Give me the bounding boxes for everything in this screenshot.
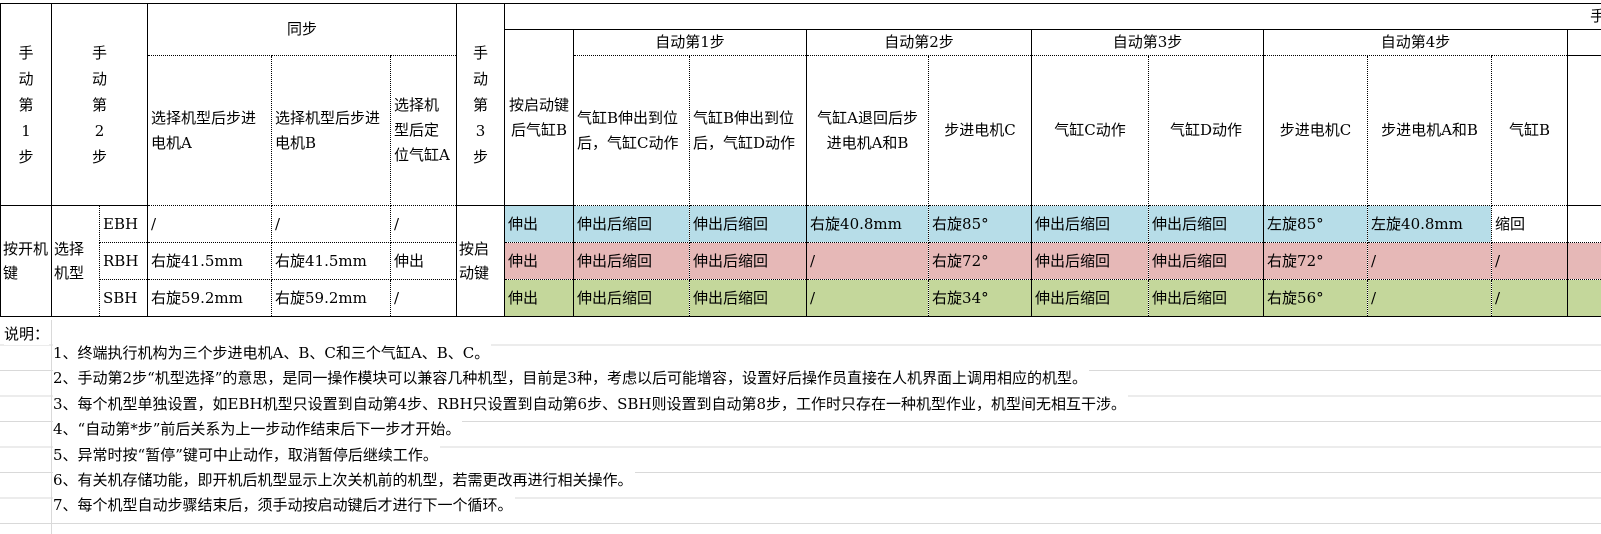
auto-value-cell[interactable]: 右旋56° — [1263, 279, 1369, 317]
note-item: 7、每个机型自动步骤结束后，须手动按启动键后才进行下一个循环。 — [53, 493, 515, 519]
sync-value-cell[interactable]: / — [389, 279, 458, 317]
header-auto-col-8[interactable]: 步进电机A和B — [1367, 55, 1493, 206]
table-row-rbh: RBH 右旋41.5mm 右旋41.5mm 伸出 伸出 伸出后缩回 伸出后缩回 / 右旋72° 伸… — [1, 242, 1601, 280]
grid-line — [51, 320, 52, 534]
auto-value-cell[interactable]: 伸出后缩回 — [1031, 205, 1150, 243]
header-auto-col-3[interactable]: 气缸A退回后步进电机A和B — [806, 55, 930, 206]
sync-value-cell[interactable]: 伸出 — [389, 242, 458, 280]
header-auto-col-4[interactable]: 步进电机C — [928, 55, 1033, 206]
sync-value-cell[interactable]: / — [389, 205, 458, 243]
auto-value-cell[interactable]: 伸出后缩回 — [1031, 242, 1150, 280]
notes-title: 说明： — [4, 323, 50, 345]
auto-value-cell[interactable]: 伸出后缩回 — [689, 279, 808, 317]
auto-value-cell[interactable]: 左旋40.8mm — [1367, 205, 1493, 243]
header-auto-col-7[interactable]: 步进电机C — [1263, 55, 1369, 206]
sync-value-cell[interactable]: 右旋59.2mm — [271, 279, 391, 317]
auto-value-cell[interactable]: 伸出后缩回 — [573, 205, 691, 243]
header-manual-loop[interactable]: 手动 — [504, 3, 1601, 30]
header-auto-step5[interactable] — [1567, 29, 1601, 56]
note-item: 6、有关机存储功能，即开机后机型显示上次关机前的机型，若需更改再进行相关操作。 — [53, 468, 635, 493]
sync-value-cell[interactable]: / — [147, 205, 272, 243]
auto-value-cell[interactable]: / — [1491, 279, 1569, 317]
auto-value-cell[interactable]: / — [1491, 242, 1569, 280]
auto-value-cell[interactable]: 右旋72° — [928, 242, 1033, 280]
header-auto-col-1[interactable]: 气缸B伸出到位后，气缸C动作 — [573, 55, 691, 206]
note-item: 2、手动第2步“机型选择”的意思，是同一操作模块可以兼容几种机型，目前是3种，考… — [53, 366, 1089, 392]
sync-value-cell[interactable]: 右旋41.5mm — [271, 242, 391, 280]
header-auto-col-5[interactable]: 气缸C动作 — [1031, 55, 1150, 206]
empty-cell[interactable] — [1567, 279, 1601, 317]
table-row-ebh: 按开机键 选择机型 EBH / / / 按启动键 伸出 伸出后缩回 伸出后缩回 右旋40.8mm 右旋… — [0, 205, 1601, 317]
header-manual-step3[interactable]: 手动第3步 — [456, 3, 506, 206]
header-sync-col-2[interactable]: 选择机型后步进电机B — [271, 55, 391, 206]
header-manual-step2-label: 手动第2步 — [92, 43, 108, 166]
header-sync[interactable]: 同步 — [146, 3, 458, 56]
auto-value-cell[interactable]: 右旋72° — [1263, 242, 1369, 280]
model-cell[interactable]: EBH — [99, 205, 148, 243]
header-sync-col-1[interactable]: 选择机型后步进电机A — [147, 55, 272, 206]
cylinder-b-cell[interactable]: 伸出 — [504, 205, 575, 243]
auto-value-cell[interactable]: 伸出后缩回 — [1148, 242, 1265, 280]
header-manual-step3-label: 手动第3步 — [473, 43, 489, 166]
cylinder-b-cell[interactable]: 伸出 — [504, 242, 575, 280]
note-item: 4、“自动第*步”前后关系为上一步动作结束后下一步才开始。 — [53, 417, 463, 443]
header-auto-step1[interactable]: 自动第1步 — [573, 29, 808, 56]
auto-value-cell[interactable]: 右旋34° — [928, 279, 1033, 317]
auto-value-cell[interactable]: 伸出后缩回 — [689, 242, 808, 280]
start-key-cell[interactable]: 按启动键 — [456, 205, 506, 317]
header-auto-col-9[interactable]: 气缸B — [1491, 55, 1569, 206]
spreadsheet-grid: 手动第1步 手动第2步 同步 手动第3步 手动 按启动键后气缸B 自动第1步 自… — [0, 3, 1601, 317]
auto-value-cell[interactable]: 右旋85° — [928, 205, 1033, 243]
header-manual-step1[interactable]: 手动第1步 — [0, 3, 52, 206]
table-row-sbh: SBH 右旋59.2mm 右旋59.2mm / 伸出 伸出后缩回 伸出后缩回 / 右旋34° 伸出… — [1, 279, 1601, 317]
auto-value-cell[interactable]: 伸出后缩回 — [689, 205, 808, 243]
note-item: 1、终端执行机构为三个步进电机A、B、C和三个气缸A、B、C。 — [53, 341, 492, 366]
auto-value-cell[interactable]: 右旋40.8mm — [806, 205, 930, 243]
auto-value-cell[interactable]: / — [1367, 279, 1493, 317]
header-auto-col-10[interactable] — [1567, 55, 1601, 206]
header-auto-step4[interactable]: 自动第4步 — [1263, 29, 1569, 56]
power-key-cell[interactable]: 按开机键 — [0, 205, 52, 317]
auto-value-cell[interactable]: 左旋85° — [1263, 205, 1369, 243]
auto-value-cell[interactable]: 缩回 — [1491, 205, 1569, 243]
auto-value-cell[interactable]: 伸出后缩回 — [1148, 279, 1265, 317]
auto-value-cell[interactable]: 伸出后缩回 — [1148, 205, 1265, 243]
auto-value-cell[interactable]: 伸出后缩回 — [573, 279, 691, 317]
auto-value-cell[interactable]: / — [806, 279, 930, 317]
header-auto-col-2[interactable]: 气缸B伸出到位后，气缸D动作 — [689, 55, 808, 206]
model-cell[interactable]: RBH — [99, 242, 148, 280]
header-sync-col-3[interactable]: 选择机型后定位气缸A — [389, 55, 458, 206]
note-item: 5、异常时按“暂停”键可中止动作，取消暂停后继续工作。 — [53, 442, 440, 468]
model-cell[interactable]: SBH — [99, 279, 148, 317]
empty-cell[interactable] — [1567, 205, 1601, 243]
auto-value-cell[interactable]: / — [1367, 242, 1493, 280]
header-auto-step3[interactable]: 自动第3步 — [1031, 29, 1265, 56]
auto-value-cell[interactable]: / — [806, 242, 930, 280]
empty-cell[interactable] — [1567, 242, 1601, 280]
process-table: 手动第1步 手动第2步 同步 手动第3步 手动 按启动键后气缸B 自动第1步 自… — [0, 3, 1601, 317]
header-manual-step1-label: 手动第1步 — [18, 43, 34, 166]
cylinder-b-cell[interactable]: 伸出 — [504, 279, 575, 317]
header-start-cylinder-b[interactable]: 按启动键后气缸B — [504, 29, 575, 206]
select-model-cell[interactable]: 选择机型 — [51, 205, 100, 317]
header-manual-step2[interactable]: 手动第2步 — [51, 3, 148, 206]
note-item: 3、每个机型单独设置，如EBH机型只设置到自动第4步、RBH只设置到自动第6步、… — [53, 391, 1129, 417]
header-auto-step2[interactable]: 自动第2步 — [806, 29, 1033, 56]
sync-value-cell[interactable]: 右旋41.5mm — [147, 242, 272, 280]
sync-value-cell[interactable]: / — [271, 205, 391, 243]
auto-value-cell[interactable]: 伸出后缩回 — [1031, 279, 1150, 317]
auto-value-cell[interactable]: 伸出后缩回 — [573, 242, 691, 280]
sync-value-cell[interactable]: 右旋59.2mm — [147, 279, 272, 317]
header-auto-col-6[interactable]: 气缸D动作 — [1148, 55, 1265, 206]
